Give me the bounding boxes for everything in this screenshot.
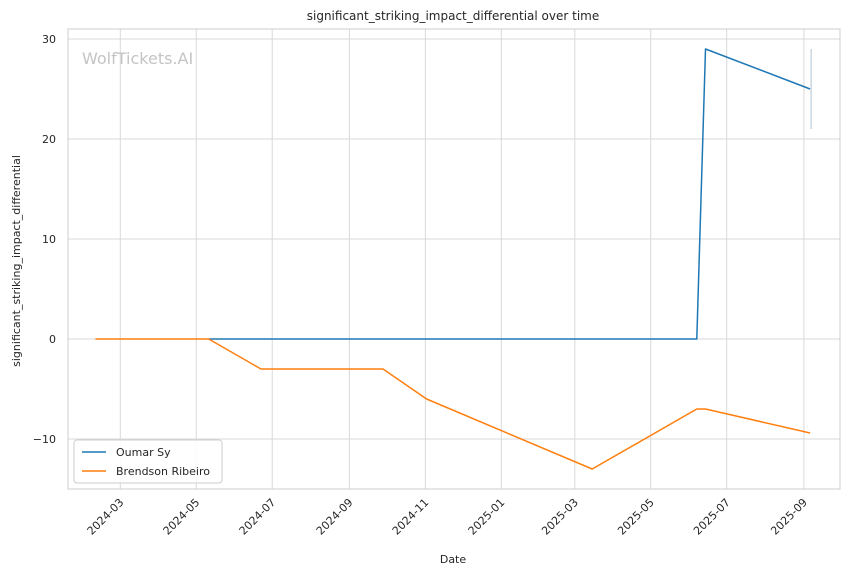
x-axis-label: Date <box>440 553 467 566</box>
y-axis: −10 0 10 20 30 <box>33 33 56 446</box>
legend-label: Brendson Ribeiro <box>116 465 210 478</box>
x-tick-label: 2025-09 <box>768 496 810 538</box>
chart-title: significant_striking_impact_differential… <box>307 9 599 23</box>
series-line-0 <box>208 48 811 340</box>
y-tick-label: 20 <box>42 133 56 146</box>
y-tick-label: 0 <box>49 333 56 346</box>
x-tick-label: 2025-01 <box>466 496 508 538</box>
x-tick-label: 2025-03 <box>539 496 581 538</box>
grid <box>68 29 840 489</box>
legend-box <box>73 439 223 484</box>
x-axis: 2024-03 2024-05 2024-07 2024-09 2024-11 2025-… <box>85 496 810 538</box>
x-tick-label: 2025-07 <box>691 496 733 538</box>
y-tick-label: −10 <box>33 433 56 446</box>
x-tick-label: 2025-05 <box>615 496 657 538</box>
y-axis-label: significant_striking_impact_differential <box>10 155 23 367</box>
series-line-1 <box>95 338 811 470</box>
plot-area <box>67 28 841 490</box>
y-tick-label: 30 <box>42 33 56 46</box>
x-tick-label: 2024-11 <box>390 496 432 538</box>
watermark: WolfTickets.AI <box>82 49 193 68</box>
x-tick-label: 2024-03 <box>85 496 127 538</box>
legend: Oumar Sy Brendson Ribeiro <box>73 439 223 484</box>
legend-label: Oumar Sy <box>116 446 171 459</box>
x-tick-label: 2024-05 <box>161 496 203 538</box>
x-tick-label: 2024-09 <box>314 496 356 538</box>
y-tick-label: 10 <box>42 233 56 246</box>
series-layer <box>95 48 812 470</box>
x-tick-label: 2024-07 <box>237 496 279 538</box>
